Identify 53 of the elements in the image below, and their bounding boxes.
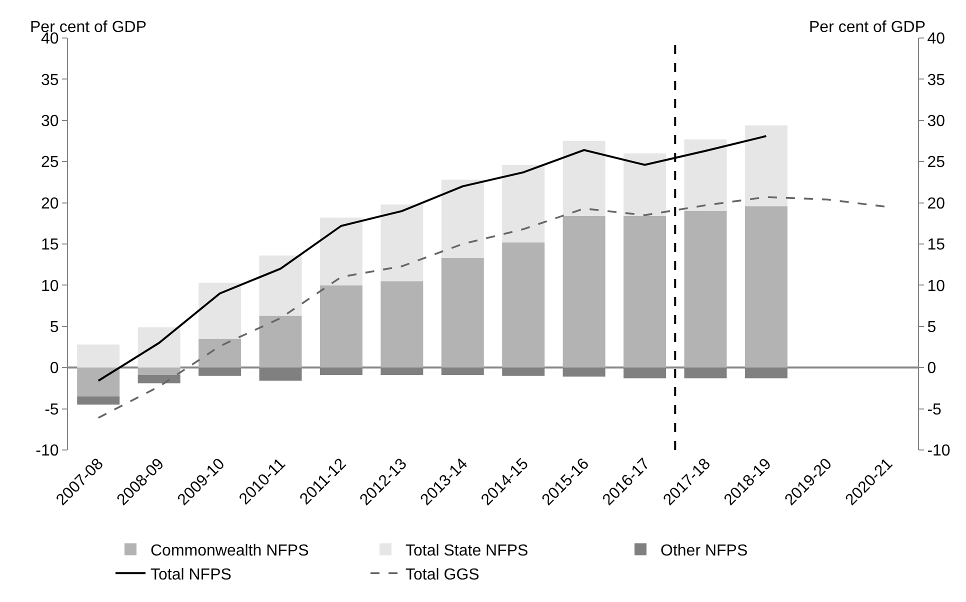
y-tick-label: 5 xyxy=(50,319,59,336)
bar xyxy=(684,139,727,212)
y2-tick-label: 10 xyxy=(927,278,946,295)
bar xyxy=(259,256,302,316)
legend-label: Total NFPS xyxy=(150,566,232,584)
legend-label: Other NFPS xyxy=(660,542,748,560)
y-tick-label: 0 xyxy=(50,360,59,378)
bar xyxy=(744,125,788,206)
y-tick-label: 25 xyxy=(41,154,59,172)
legend-label: Commonwealth NFPS xyxy=(150,542,309,560)
bar xyxy=(562,141,606,216)
y-tick-label: -5 xyxy=(44,401,59,418)
y-tick-label: 35 xyxy=(41,72,59,89)
legend-label: Total State NFPS xyxy=(406,542,528,560)
bar xyxy=(138,327,180,368)
bar xyxy=(77,368,120,396)
y2-tick-label: 40 xyxy=(927,30,946,48)
bar xyxy=(502,242,545,368)
y-tick-label: 20 xyxy=(41,195,59,212)
bar xyxy=(562,216,606,368)
y2-tick-label: 20 xyxy=(927,195,946,212)
bar xyxy=(624,153,666,216)
bar xyxy=(744,206,788,368)
bar xyxy=(77,344,120,368)
bar xyxy=(77,396,120,405)
y2-tick-label: 30 xyxy=(927,113,946,130)
bar xyxy=(320,218,362,286)
bar xyxy=(259,316,302,368)
bar xyxy=(502,164,545,242)
y2-tick-label: 25 xyxy=(927,154,946,172)
bar xyxy=(441,180,484,258)
y-tick-label: -10 xyxy=(36,442,59,460)
bar xyxy=(198,338,242,368)
y2-tick-label: 35 xyxy=(927,72,946,89)
y2-axis-title: Per cent of GDP xyxy=(809,19,926,36)
bar xyxy=(380,204,424,282)
bar xyxy=(320,285,362,368)
y2-tick-label: -5 xyxy=(927,401,942,418)
y-tick-label: 30 xyxy=(41,113,59,130)
y-tick-label: 10 xyxy=(41,278,59,295)
bar xyxy=(441,258,484,368)
y2-tick-label: 5 xyxy=(927,319,936,336)
y2-tick-label: 0 xyxy=(927,360,936,378)
bar xyxy=(380,281,424,368)
y2-tick-label: 15 xyxy=(927,236,946,254)
legend-label: Total GGS xyxy=(406,566,480,584)
bar xyxy=(684,211,727,368)
y2-tick-label: -10 xyxy=(927,442,950,460)
bar xyxy=(624,216,666,368)
y-tick-label: 15 xyxy=(41,236,59,254)
bar xyxy=(138,375,180,384)
bar xyxy=(138,368,180,376)
bar xyxy=(198,282,242,339)
